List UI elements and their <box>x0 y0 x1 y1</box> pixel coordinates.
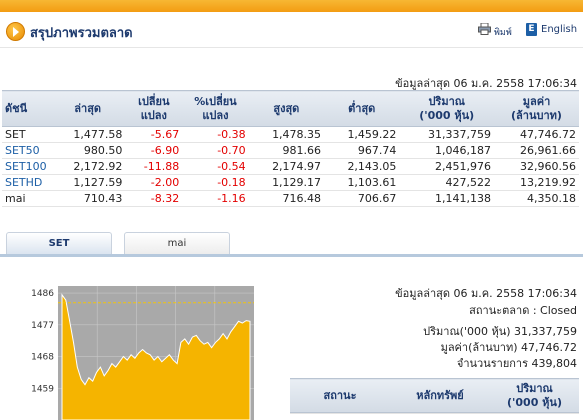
table-header-row: ดัชนี ล่าสุด เปลี่ยน แปลง %เปลี่ยน แปลง สู… <box>2 90 579 127</box>
total-value: มูลค่า(ล้านบาท) 47,746.72 <box>440 341 577 354</box>
chart-y-tick-label: 1468 <box>31 353 54 363</box>
chart-y-tick-label: 1477 <box>31 321 54 331</box>
status-first-row <box>290 413 579 420</box>
cell-value: 13,219.92 <box>493 174 579 191</box>
col-header-last: ล่าสุด <box>50 90 126 127</box>
cell-last: 710.43 <box>50 190 126 207</box>
market-summary-table: ดัชนี ล่าสุด เปลี่ยน แปลง %เปลี่ยน แปลง สู… <box>2 90 579 207</box>
table-row: SET100 2,172.92 -11.88 -0.54 2,174.97 2,143.0… <box>2 158 579 175</box>
cell-high: 1,129.17 <box>248 174 325 191</box>
cell-pct: -1.16 <box>182 190 249 207</box>
col-header-value: มูลค่า (ล้านบาท) <box>493 90 579 127</box>
english-link[interactable]: English <box>541 24 578 35</box>
cell-change: -6.90 <box>125 142 183 159</box>
cell-high: 1,478.35 <box>248 126 325 143</box>
cell-low: 1,459.22 <box>324 126 400 143</box>
summary-update-time: ข้อมูลล่าสุด 06 ม.ค. 2558 17:06:34 <box>395 77 577 90</box>
tab-underline <box>0 254 583 257</box>
chart-y-tick-label: 1486 <box>31 289 54 299</box>
tab-set[interactable]: SET <box>6 232 112 255</box>
cell-value: 47,746.72 <box>493 126 579 143</box>
col-header-high: สูงสุด <box>248 90 325 127</box>
cell-high: 716.48 <box>248 190 325 207</box>
cell-last: 1,127.59 <box>50 174 126 191</box>
cell-low: 1,103.61 <box>324 174 400 191</box>
cell-volume: 1,046,187 <box>399 142 494 159</box>
status-col-status: สถานะ <box>290 378 390 413</box>
printer-icon[interactable] <box>478 23 491 35</box>
chart-area-series <box>61 293 251 420</box>
cell-volume: 427,522 <box>399 174 494 191</box>
cell-volume: 31,337,759 <box>399 126 494 143</box>
detail-update-time: ข้อมูลล่าสุด 06 ม.ค. 2558 17:06:34 <box>395 287 577 300</box>
cell-volume: 1,141,138 <box>399 190 494 207</box>
cell-index[interactable]: SET100 <box>2 158 50 175</box>
cell-low: 967.74 <box>324 142 400 159</box>
cell-pct: -0.38 <box>182 126 249 143</box>
cell-last: 2,172.92 <box>50 158 126 175</box>
header-divider <box>0 47 583 48</box>
chart-y-tick-label: 1459 <box>31 384 54 394</box>
cell-index[interactable]: SET50 <box>2 142 50 159</box>
col-header-change: เปลี่ยน แปลง <box>125 90 183 127</box>
col-header-pct-change: %เปลี่ยน แปลง <box>182 90 249 127</box>
cell-value: 4,350.18 <box>493 190 579 207</box>
total-trades: จำนวนรายการ 439,804 <box>456 357 577 370</box>
cell-high: 2,174.97 <box>248 158 325 175</box>
english-flag-icon[interactable]: E <box>526 23 537 36</box>
status-table: สถานะ หลักทรัพย์ ปริมาณ ('000 หุ้น) <box>290 378 579 413</box>
cell-last: 980.50 <box>50 142 126 159</box>
page-title: สรุปภาพรวมตลาด <box>30 26 133 41</box>
col-header-low: ต่ำสุด <box>324 90 400 127</box>
total-volume: ปริมาณ('000 หุ้น) 31,337,759 <box>423 325 577 338</box>
cell-change: -11.88 <box>125 158 183 175</box>
print-link[interactable]: พิมพ์ <box>494 28 512 38</box>
cell-low: 706.67 <box>324 190 400 207</box>
top-accent-bar <box>0 0 583 12</box>
cell-volume: 2,451,976 <box>399 158 494 175</box>
cell-pct: -0.18 <box>182 174 249 191</box>
cell-pct: -0.54 <box>182 158 249 175</box>
market-status: สถานะตลาด : Closed <box>469 304 577 317</box>
cell-pct: -0.70 <box>182 142 249 159</box>
cell-change: -8.32 <box>125 190 183 207</box>
cell-value: 26,961.66 <box>493 142 579 159</box>
cell-index[interactable]: SETHD <box>2 174 50 191</box>
cell-low: 2,143.05 <box>324 158 400 175</box>
table-row: mai 710.43 -8.32 -1.16 716.48 706.67 1,141,138… <box>2 190 579 207</box>
set-intraday-chart: 1459 1468 1477 1486 <box>31 286 254 420</box>
cell-value: 32,960.56 <box>493 158 579 175</box>
play-arrow-icon <box>6 22 25 41</box>
cell-last: 1,477.58 <box>50 126 126 143</box>
table-row: SET50 980.50 -6.90 -0.70 981.66 967.74 1,046,1… <box>2 142 579 159</box>
status-col-volume: ปริมาณ ('000 หุ้น) <box>490 378 579 413</box>
page-header: สรุปภาพรวมตลาด พิมพ์ E English <box>0 16 583 48</box>
index-tabs: SET mai <box>0 228 583 255</box>
cell-index: mai <box>2 190 50 207</box>
tab-mai[interactable]: mai <box>124 232 230 255</box>
col-header-index: ดัชนี <box>2 90 50 127</box>
status-header-row: สถานะ หลักทรัพย์ ปริมาณ ('000 หุ้น) <box>290 378 579 413</box>
cell-change: -5.67 <box>125 126 183 143</box>
cell-index: SET <box>2 126 50 143</box>
table-row: SETHD 1,127.59 -2.00 -0.18 1,129.17 1,103.61 4… <box>2 174 579 191</box>
status-col-security: หลักทรัพย์ <box>390 378 490 413</box>
cell-high: 981.66 <box>248 142 325 159</box>
col-header-volume: ปริมาณ ('000 หุ้น) <box>399 90 494 127</box>
cell-change: -2.00 <box>125 174 183 191</box>
table-row: SET 1,477.58 -5.67 -0.38 1,478.35 1,459.22 31,… <box>2 126 579 143</box>
